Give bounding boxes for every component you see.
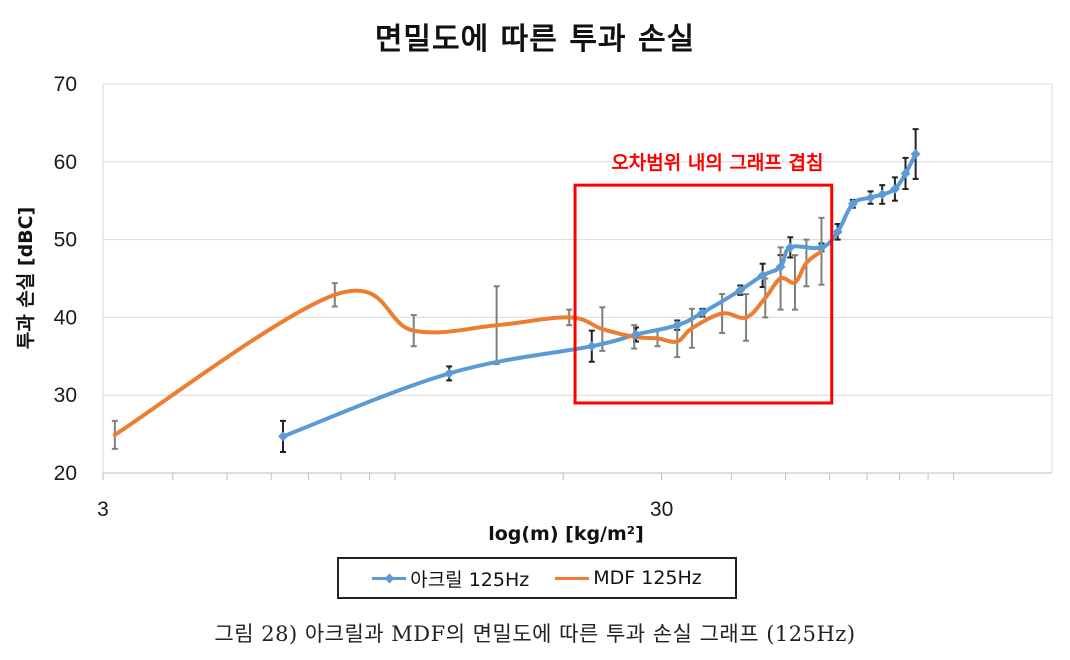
y-tick-label-70: 70	[54, 73, 77, 96]
data-point-acrylic	[900, 168, 911, 179]
data-point-acrylic	[278, 431, 288, 442]
series-line-acrylic	[281, 152, 918, 439]
data-point-acrylic	[785, 242, 796, 253]
gridlines	[102, 83, 1053, 480]
x-tick-label-30: 30	[650, 498, 673, 521]
legend-label-mdf: MDF 125Hz	[593, 567, 702, 589]
data-point-acrylic	[444, 368, 455, 379]
data-point-acrylic	[775, 261, 786, 272]
series-line-mdf	[112, 249, 824, 437]
annotation-label: 오차범위 내의 그래프 겹침	[611, 152, 823, 174]
y-tick-label-60: 60	[54, 151, 77, 174]
legend-item-mdf: MDF 125Hz	[555, 567, 702, 589]
data-point-acrylic	[672, 320, 683, 331]
data-point-acrylic	[631, 329, 641, 340]
chart-plot: 20 30 40 50 60 70 3 30 오차범위 내의 그래프 겹침 투과 손실 [d…	[15, 73, 1053, 545]
data-point-acrylic	[910, 149, 921, 159]
y-tick-label-20: 20	[54, 462, 77, 485]
data-point-acrylic	[816, 242, 827, 253]
data-point-acrylic	[865, 192, 876, 203]
data-point-acrylic	[586, 341, 597, 352]
data-point-acrylic	[877, 189, 888, 200]
series-markers	[278, 149, 921, 442]
x-tick-labels: 3 30	[97, 498, 673, 521]
annotation-group: 오차범위 내의 그래프 겹침	[573, 152, 834, 405]
data-point-acrylic	[757, 270, 768, 281]
x-axis-title: log(m) [kg/m²]	[488, 523, 644, 545]
figure-caption: 그림 28) 아크릴과 MDF의 면밀도에 따른 투과 손실 그래프 (125H…	[214, 622, 856, 646]
legend-swatch-mdf	[555, 572, 590, 584]
legend-swatch-acrylic	[372, 572, 407, 584]
y-tick-labels: 20 30 40 50 60 70	[54, 73, 77, 485]
y-tick-label-50: 50	[54, 229, 77, 252]
chart-title: 면밀도에 따른 투과 손실	[374, 22, 696, 57]
data-point-acrylic	[832, 226, 843, 237]
legend-label-acrylic: 아크릴 125Hz	[410, 568, 530, 591]
data-point-acrylic	[735, 285, 746, 296]
y-tick-label-40: 40	[54, 306, 77, 329]
legend-item-acrylic: 아크릴 125Hz	[372, 565, 529, 592]
x-tick-label-3: 3	[97, 498, 109, 521]
data-point-acrylic	[697, 307, 708, 318]
data-point-acrylic	[889, 184, 900, 194]
y-tick-label-30: 30	[54, 384, 77, 407]
legend: 아크릴 125Hz MDF 125Hz	[337, 557, 737, 599]
annotation-box	[573, 183, 834, 405]
y-axis-title: 투과 손실 [dBC]	[15, 207, 37, 350]
data-point-acrylic	[847, 198, 858, 209]
